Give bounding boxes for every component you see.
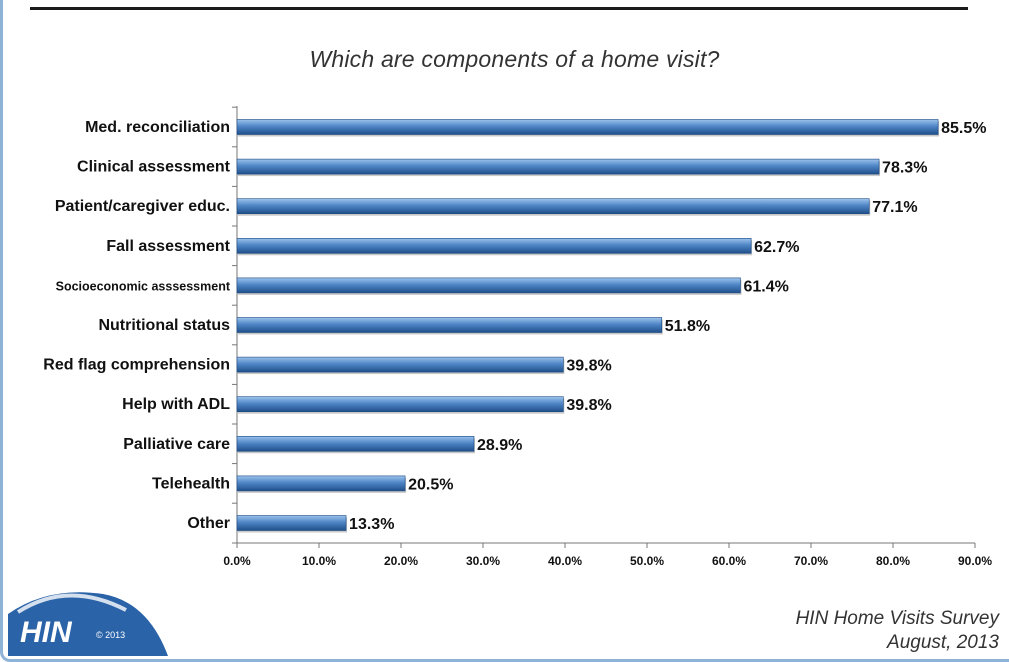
category-label: Socioeconomic asssessment xyxy=(56,279,231,293)
value-label: 13.3% xyxy=(349,516,394,533)
category-label: Patient/caregiver educ. xyxy=(55,198,230,215)
value-label: 39.8% xyxy=(566,358,611,375)
category-label: Med. reconciliation xyxy=(85,119,230,136)
bar xyxy=(237,199,869,214)
value-label: 61.4% xyxy=(743,278,788,295)
bar xyxy=(237,120,938,135)
category-label: Clinical assessment xyxy=(77,159,231,176)
value-label: 85.5% xyxy=(941,120,986,137)
x-tick-label: 40.0% xyxy=(548,554,582,568)
category-label: Telehealth xyxy=(152,475,230,492)
bar xyxy=(237,238,751,253)
category-label: Palliative care xyxy=(123,436,230,453)
category-label: Nutritional status xyxy=(98,317,230,334)
hin-logo: HIN © 2013 xyxy=(8,584,168,656)
category-label: Red flag comprehension xyxy=(43,357,230,374)
x-tick-label: 80.0% xyxy=(876,554,910,568)
x-tick-label: 0.0% xyxy=(223,554,251,568)
bar xyxy=(237,278,740,293)
bar xyxy=(237,476,405,491)
x-tick-label: 60.0% xyxy=(712,554,746,568)
logo-text: HIN xyxy=(20,616,73,649)
bar xyxy=(237,436,474,451)
bar xyxy=(237,516,346,531)
value-label: 62.7% xyxy=(754,239,799,256)
value-label: 78.3% xyxy=(882,160,927,177)
category-label: Other xyxy=(187,515,230,532)
bar xyxy=(237,318,662,333)
x-tick-label: 90.0% xyxy=(958,554,992,568)
x-tick-label: 10.0% xyxy=(302,554,336,568)
chart-bars xyxy=(237,120,939,533)
bar xyxy=(237,397,563,412)
logo-copyright: © 2013 xyxy=(96,630,125,640)
x-tick-label: 70.0% xyxy=(794,554,828,568)
value-label: 28.9% xyxy=(477,437,522,454)
bar xyxy=(237,357,563,372)
source-date: August, 2013 xyxy=(887,632,999,654)
value-label: 77.1% xyxy=(872,199,917,216)
source-title: HIN Home Visits Survey xyxy=(796,608,999,630)
x-tick-label: 20.0% xyxy=(384,554,418,568)
value-label: 39.8% xyxy=(566,397,611,414)
category-label: Fall assessment xyxy=(106,238,230,255)
value-label: 20.5% xyxy=(408,476,453,493)
bar xyxy=(237,159,879,174)
category-label: Help with ADL xyxy=(122,396,230,413)
chart-labels: 0.0% 10.0% 20.0% 30.0% 40.0% 50.0% 60.0% 70.0% 8… xyxy=(43,119,992,568)
x-tick-label: 50.0% xyxy=(630,554,664,568)
value-label: 51.8% xyxy=(665,318,710,335)
x-tick-label: 30.0% xyxy=(466,554,500,568)
